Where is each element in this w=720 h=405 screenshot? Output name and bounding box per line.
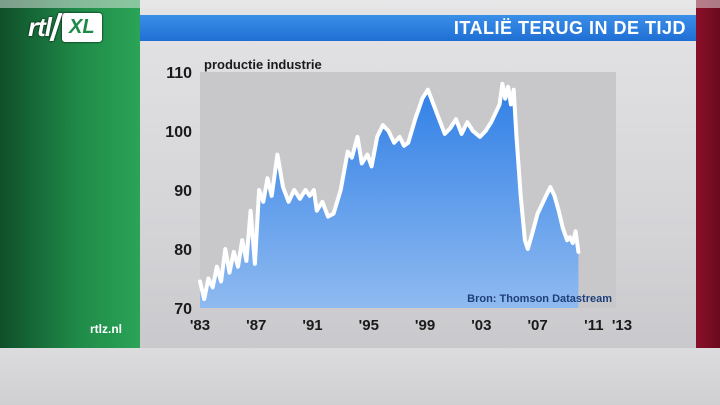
x-tick-label: '07 [527,317,547,334]
page-title: ITALIË TERUG IN DE TIJD [453,18,686,38]
site-label: rtlz.nl [90,322,122,336]
area-layer [198,81,581,308]
x-tick-label: '91 [302,317,322,334]
top-strip [0,0,720,8]
area-fill [200,83,579,308]
right-red-panel [696,0,720,405]
logo-text: rtl [28,11,52,42]
y-tick-label: 80 [174,242,192,259]
y-tick-label: 90 [174,183,192,200]
rtl-xl-logo: rtl XL [28,12,102,42]
left-green-panel [0,0,140,405]
x-tick-label: '83 [190,317,210,334]
x-tick-labels: '83 '87 '91 '95 '99 '03 '07 '11 '13 [190,317,632,334]
x-tick-label: '95 [359,317,379,334]
y-tick-label: 70 [174,301,192,318]
x-tick-label: '87 [246,317,266,334]
bottom-band [0,348,720,405]
y-tick-label: 110 [166,65,192,82]
title-bar: ITALIË TERUG IN DE TIJD [140,15,696,41]
x-tick-label: '99 [415,317,435,334]
x-tick-label: '03 [471,317,491,334]
series-line [198,81,581,302]
y-tick-label: 100 [165,124,192,141]
x-tick-label: '11 [584,317,603,334]
x-tick-label: '13 [612,317,632,334]
chart-title: productie industrie [204,57,322,72]
chart-source: Bron: Thomson Datastream [467,293,612,305]
logo-badge: XL [62,12,102,42]
y-tick-labels: 70 80 90 100 110 [165,65,192,318]
